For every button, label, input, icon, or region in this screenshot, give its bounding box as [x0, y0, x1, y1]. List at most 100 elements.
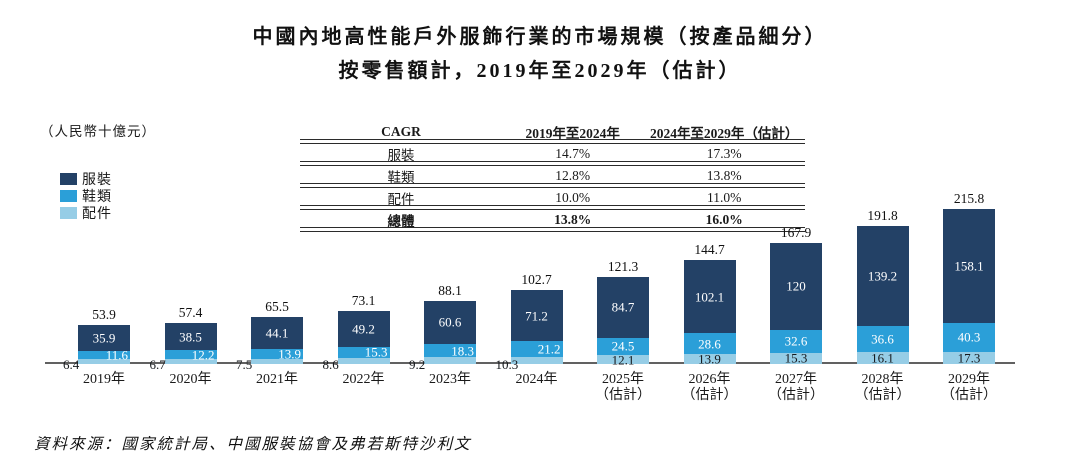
bar-segment-accessories: 9.2 — [409, 357, 476, 372]
chart-title-line1: 中國內地高性能戶外服飾行業的市場規模（按產品細分） — [252, 26, 828, 48]
bar-segment-footwear: 40.3 — [943, 322, 995, 352]
bar-total-label: 57.4 — [178, 304, 203, 320]
cagr-table-header-metric: CAGR — [381, 124, 421, 139]
bar-total-label: 121.3 — [607, 258, 639, 274]
segment-value-accessories: 17.3 — [957, 350, 981, 366]
x-axis-label-2020年: 2020年 — [146, 372, 236, 388]
bar-segment-accessories: 13.9 — [683, 351, 736, 367]
legend-swatch-apparel — [60, 172, 77, 185]
segment-value-apparel: 38.5 — [179, 329, 202, 345]
bar-2024年: 71.2 21.2 10.3 — [496, 290, 563, 372]
bar-total-label: 167.9 — [780, 225, 812, 241]
x-axis-year: 2019年 — [83, 372, 125, 387]
bar-segment-accessories: 15.3 — [770, 350, 822, 366]
segment-value-accessories: 15.3 — [784, 350, 808, 366]
x-axis-label-2025年: 2025年 （估計） — [578, 372, 668, 404]
bar-2029年: 158.1 40.3 17.3 — [943, 208, 995, 366]
bar-segment-footwear: 21.2 — [510, 341, 563, 357]
segment-value-footwear: 18.3 — [451, 343, 474, 359]
x-axis-label-2019年: 2019年 — [59, 372, 149, 388]
cagr-row-label: 配件 — [387, 192, 415, 207]
y-axis-unit-label: （人民幣十億元） — [40, 124, 156, 139]
segment-value-apparel: 102.1 — [694, 289, 725, 305]
bar-total-label: 53.9 — [92, 307, 116, 323]
x-axis-year: 2026年 — [688, 372, 731, 387]
cagr-row-label: 總體 — [387, 214, 415, 229]
x-axis-year: 2024年 — [515, 372, 558, 387]
bar-2021年: 44.1 13.9 7.5 — [236, 316, 303, 372]
bar-segment-apparel: 158.1 — [943, 208, 995, 323]
segment-value-accessories: 13.9 — [698, 351, 721, 367]
segment-value-apparel: 139.2 — [867, 268, 898, 284]
bar-2026年: 102.1 28.6 13.9 — [683, 259, 736, 367]
x-axis-year: 2027年 — [775, 372, 817, 387]
table-rule — [300, 205, 805, 210]
bar-segment-accessories: 17.3 — [943, 350, 995, 366]
bar-segment-accessories: 6.4 — [63, 357, 130, 372]
bar-total-label: 144.7 — [694, 241, 725, 257]
bar-2019年: 35.9 11.6 6.4 — [63, 325, 130, 372]
x-axis-year: 2023年 — [429, 372, 471, 387]
segment-value-accessories: 6.7 — [149, 356, 166, 372]
cagr-row-label: 服裝 — [387, 148, 415, 163]
bar-segment-apparel: 49.2 — [337, 311, 390, 347]
cagr-table-row-accessories: 配件 10.0% 11.0% — [300, 188, 805, 207]
bar-segment-apparel: 60.6 — [424, 300, 476, 345]
bar-segment-accessories: 7.5 — [236, 357, 303, 372]
x-axis-label-2029年: 2029年 （估計） — [924, 372, 1014, 404]
bar-segment-apparel: 35.9 — [78, 325, 130, 352]
cagr-row-period2: 16.0% — [705, 212, 743, 227]
bar-total-label: 65.5 — [265, 298, 289, 314]
cagr-table-row-apparel: 服裝 14.7% 17.3% — [300, 144, 805, 163]
table-rule — [300, 139, 805, 144]
cagr-row-period1: 14.7% — [555, 146, 591, 161]
cagr-table-row-footwear: 鞋類 12.8% 13.8% — [300, 166, 805, 185]
legend-swatch-accessories — [60, 206, 77, 219]
x-axis-estimate-note: （估計） — [941, 388, 997, 403]
bar-segment-footwear: 18.3 — [424, 343, 476, 359]
cagr-table: CAGR 2019年至2024年 2024年至2029年（估計） 服裝 14.7%… — [300, 122, 805, 232]
legend-label: 配件 — [82, 206, 112, 222]
bar-segment-apparel: 84.7 — [597, 276, 649, 338]
cagr-row-label: 鞋類 — [387, 170, 415, 185]
legend-item-accessories: 配件 — [60, 204, 112, 222]
cagr-table-row-total: 總體 13.8% 16.0% — [300, 210, 805, 229]
bar-segment-apparel: 139.2 — [856, 225, 909, 327]
bar-2022年: 49.2 15.3 8.6 — [323, 311, 390, 372]
bar-total-label: 73.1 — [351, 293, 376, 309]
x-axis-year: 2025年 — [602, 372, 644, 387]
bar-segment-accessories: 12.1 — [597, 352, 649, 367]
segment-value-accessories: 8.6 — [322, 356, 339, 372]
x-axis-label-2028年: 2028年 （估計） — [838, 372, 928, 404]
legend-label: 鞋類 — [82, 189, 112, 205]
table-rule — [300, 183, 805, 188]
x-axis-estimate-note: （估計） — [595, 388, 651, 403]
segment-value-apparel: 71.2 — [525, 308, 548, 324]
x-axis-year: 2020年 — [169, 372, 212, 387]
bar-segment-apparel: 120 — [770, 243, 822, 330]
cagr-row-period2: 17.3% — [706, 146, 742, 161]
bar-segment-accessories: 16.1 — [856, 351, 909, 366]
segment-value-footwear: 40.3 — [957, 329, 981, 345]
bar-segment-footwear: 24.5 — [597, 337, 649, 356]
bar-total-label: 191.8 — [867, 207, 898, 223]
bar-segment-apparel: 38.5 — [164, 322, 217, 351]
x-axis-estimate-note: （估計） — [854, 388, 911, 403]
bar-segment-footwear: 11.6 — [78, 348, 130, 363]
bar-segment-footwear: 28.6 — [683, 333, 736, 354]
segment-value-accessories: 9.2 — [409, 356, 426, 372]
bar-segment-apparel: 71.2 — [510, 290, 563, 342]
segment-value-apparel: 120 — [786, 278, 806, 294]
bar-2025年: 84.7 24.5 12.1 — [597, 276, 649, 367]
x-axis-label-2027年: 2027年 （估計） — [751, 372, 841, 404]
bar-segment-accessories: 8.6 — [323, 357, 390, 372]
x-axis-year: 2028年 — [861, 372, 904, 387]
bar-segment-apparel: 44.1 — [251, 316, 303, 349]
bar-total-label: 102.7 — [521, 272, 552, 288]
segment-value-footwear: 12.2 — [191, 347, 215, 363]
bar-2028年: 139.2 36.6 16.1 — [856, 225, 909, 366]
cagr-table-header-period2: 2024年至2029年（估計） — [649, 126, 799, 141]
x-axis-label-2026年: 2026年 （估計） — [665, 372, 755, 404]
segment-value-footwear: 15.3 — [364, 344, 388, 360]
